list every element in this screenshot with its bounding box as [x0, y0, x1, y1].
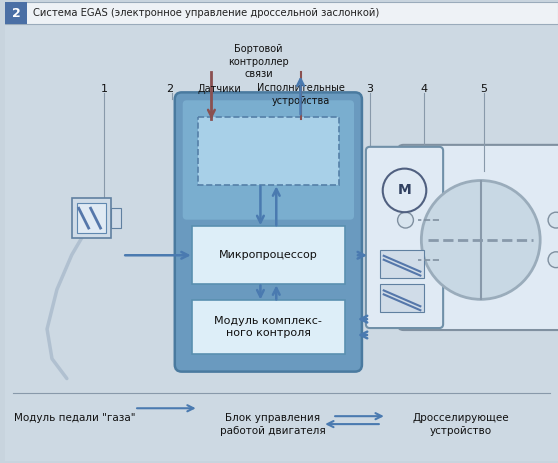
Text: 4: 4 — [421, 84, 428, 94]
Text: 2: 2 — [166, 84, 174, 94]
Text: Датчики: Датчики — [198, 84, 241, 94]
Circle shape — [421, 181, 540, 300]
Circle shape — [398, 252, 413, 268]
Text: Микропроцессор: Микропроцессор — [219, 250, 318, 260]
Text: Модуль комплекс-
ного контроля: Модуль комплекс- ного контроля — [214, 316, 323, 338]
FancyBboxPatch shape — [366, 147, 443, 328]
Circle shape — [548, 212, 558, 228]
Circle shape — [383, 169, 426, 212]
FancyBboxPatch shape — [175, 93, 362, 372]
Text: Блок управления
работой двигателя: Блок управления работой двигателя — [220, 413, 326, 436]
Text: Модуль педали "газа": Модуль педали "газа" — [14, 413, 136, 423]
Text: 3: 3 — [367, 84, 373, 94]
Bar — [72, 198, 112, 238]
Bar — [6, 2, 27, 24]
Text: Бортовой
контроллер
связи: Бортовой контроллер связи — [228, 44, 289, 80]
FancyBboxPatch shape — [191, 300, 345, 354]
Text: Исполнительные
устройства: Исполнительные устройства — [257, 83, 344, 106]
Text: 5: 5 — [480, 84, 487, 94]
FancyBboxPatch shape — [198, 117, 339, 186]
Text: M: M — [398, 183, 411, 197]
Circle shape — [398, 212, 413, 228]
FancyBboxPatch shape — [398, 145, 558, 330]
Bar — [6, 2, 558, 24]
Bar — [112, 208, 121, 228]
Text: Дросселирующее
устройство: Дросселирующее устройство — [413, 413, 509, 436]
Circle shape — [548, 252, 558, 268]
Text: 2: 2 — [12, 6, 21, 19]
FancyBboxPatch shape — [191, 226, 345, 284]
Text: 1: 1 — [101, 84, 108, 94]
Text: Система EGAS (электронное управление дроссельной заслонкой): Система EGAS (электронное управление дро… — [33, 8, 379, 18]
FancyBboxPatch shape — [182, 100, 354, 219]
Bar — [380, 250, 424, 277]
Bar — [380, 284, 424, 312]
Bar — [77, 203, 107, 233]
